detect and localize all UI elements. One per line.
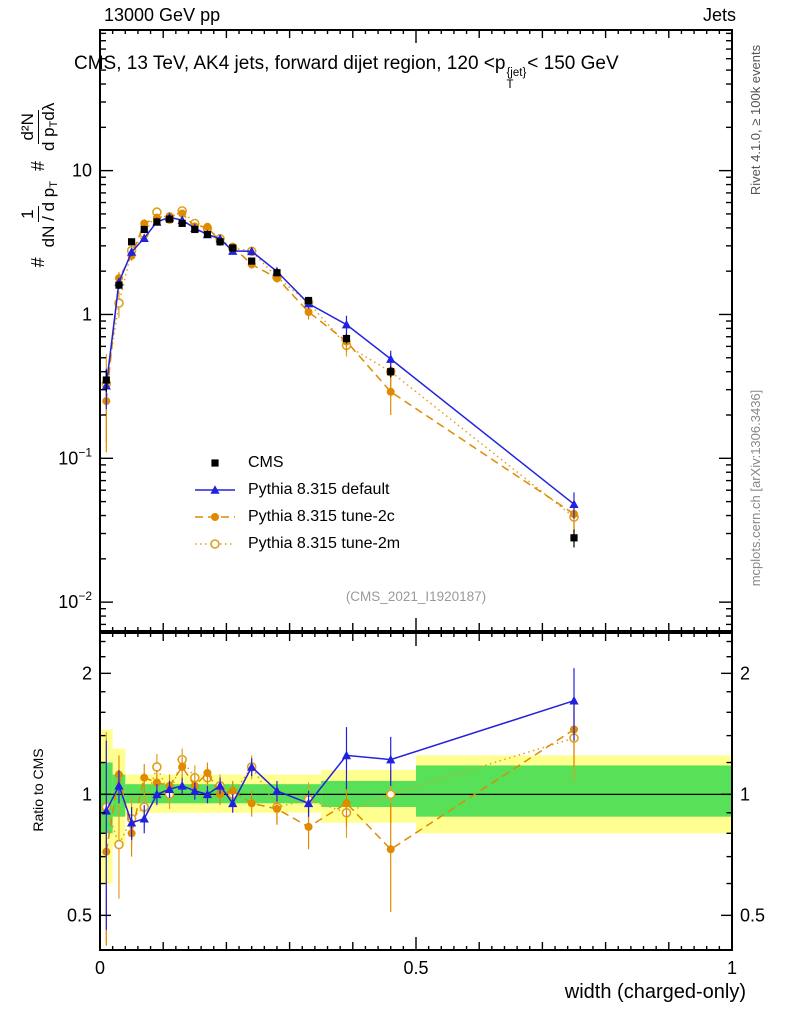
- ylabel-hash-2: #: [27, 161, 48, 172]
- svg-text:1: 1: [727, 958, 737, 978]
- legend-item-pythia-default: Pythia 8.315 default: [193, 476, 400, 503]
- svg-text:1: 1: [82, 304, 92, 324]
- tick-labels: 10 1 10−1 10−2 2 2 1 1 0.5 0.5 0 0.5 1: [58, 161, 765, 978]
- svg-text:10: 10: [72, 161, 92, 181]
- svg-text:0.5: 0.5: [740, 905, 765, 925]
- svg-text:2: 2: [82, 663, 92, 683]
- svg-text:1: 1: [740, 784, 750, 804]
- mcplots-attribution: mcplots.cern.ch [arXiv:1306.3436]: [747, 389, 763, 587]
- beam-energy-label: 13000 GeV pp: [104, 5, 221, 25]
- pt-jet-supsub: {jet} T: [506, 67, 527, 91]
- legend-item-pythia-tune-2m: Pythia 8.315 tune-2m: [193, 530, 400, 557]
- plot-title-text: CMS, 13 TeV, AK4 jets, forward dijet reg…: [74, 53, 506, 74]
- analysis-id-watermark: (CMS_2021_I1920187): [345, 589, 487, 604]
- plot-title-tail: < 150 GeV: [527, 53, 619, 74]
- legend-item-cms: CMS: [193, 449, 400, 476]
- svg-text:10−2: 10−2: [58, 589, 92, 612]
- plot-title: CMS, 13 TeV, AK4 jets, forward dijet reg…: [74, 53, 619, 91]
- legend-item-pythia-tune-2c: Pythia 8.315 tune-2c: [193, 503, 400, 530]
- x-axis-label: width (charged-only): [564, 981, 746, 1003]
- svg-text:10−1: 10−1: [58, 445, 92, 468]
- axis-ticks: [99, 30, 733, 950]
- ratio-uncertainty-bands: [100, 729, 732, 884]
- main-series: [101, 206, 579, 548]
- legend-marker: [193, 535, 237, 553]
- pt-jet-sub: T: [506, 78, 514, 91]
- ylabel-hash-1: #: [27, 257, 48, 268]
- legend-label: CMS: [248, 453, 284, 471]
- svg-text:0.5: 0.5: [67, 905, 92, 925]
- analysis-group-label: Jets: [702, 5, 736, 25]
- svg-text:0.5: 0.5: [403, 958, 428, 978]
- legend-label: Pythia 8.315 default: [248, 480, 390, 498]
- svg-text:1: 1: [82, 784, 92, 804]
- legend-label: Pythia 8.315 tune-2c: [248, 507, 395, 525]
- pt-jet-sup: {jet}: [506, 67, 527, 79]
- main-series-cms: [102, 215, 578, 548]
- legend-label: Pythia 8.315 tune-2m: [248, 534, 401, 552]
- svg-text:2: 2: [740, 663, 750, 683]
- svg-text:0: 0: [95, 958, 105, 978]
- legend-marker: [193, 508, 237, 526]
- legend-marker: [193, 454, 237, 472]
- ratio-series-pythia-8-315-default: [101, 668, 579, 930]
- ratio-axis-label: Ratio to CMS: [30, 748, 46, 832]
- rivet-version-note: Rivet 4.1.0, ≥ 100k events: [747, 44, 763, 196]
- ratio-series: [101, 668, 579, 946]
- legend: CMS Pythia 8.315 default Pythia 8.315 tu…: [193, 449, 400, 557]
- legend-marker: [193, 481, 237, 499]
